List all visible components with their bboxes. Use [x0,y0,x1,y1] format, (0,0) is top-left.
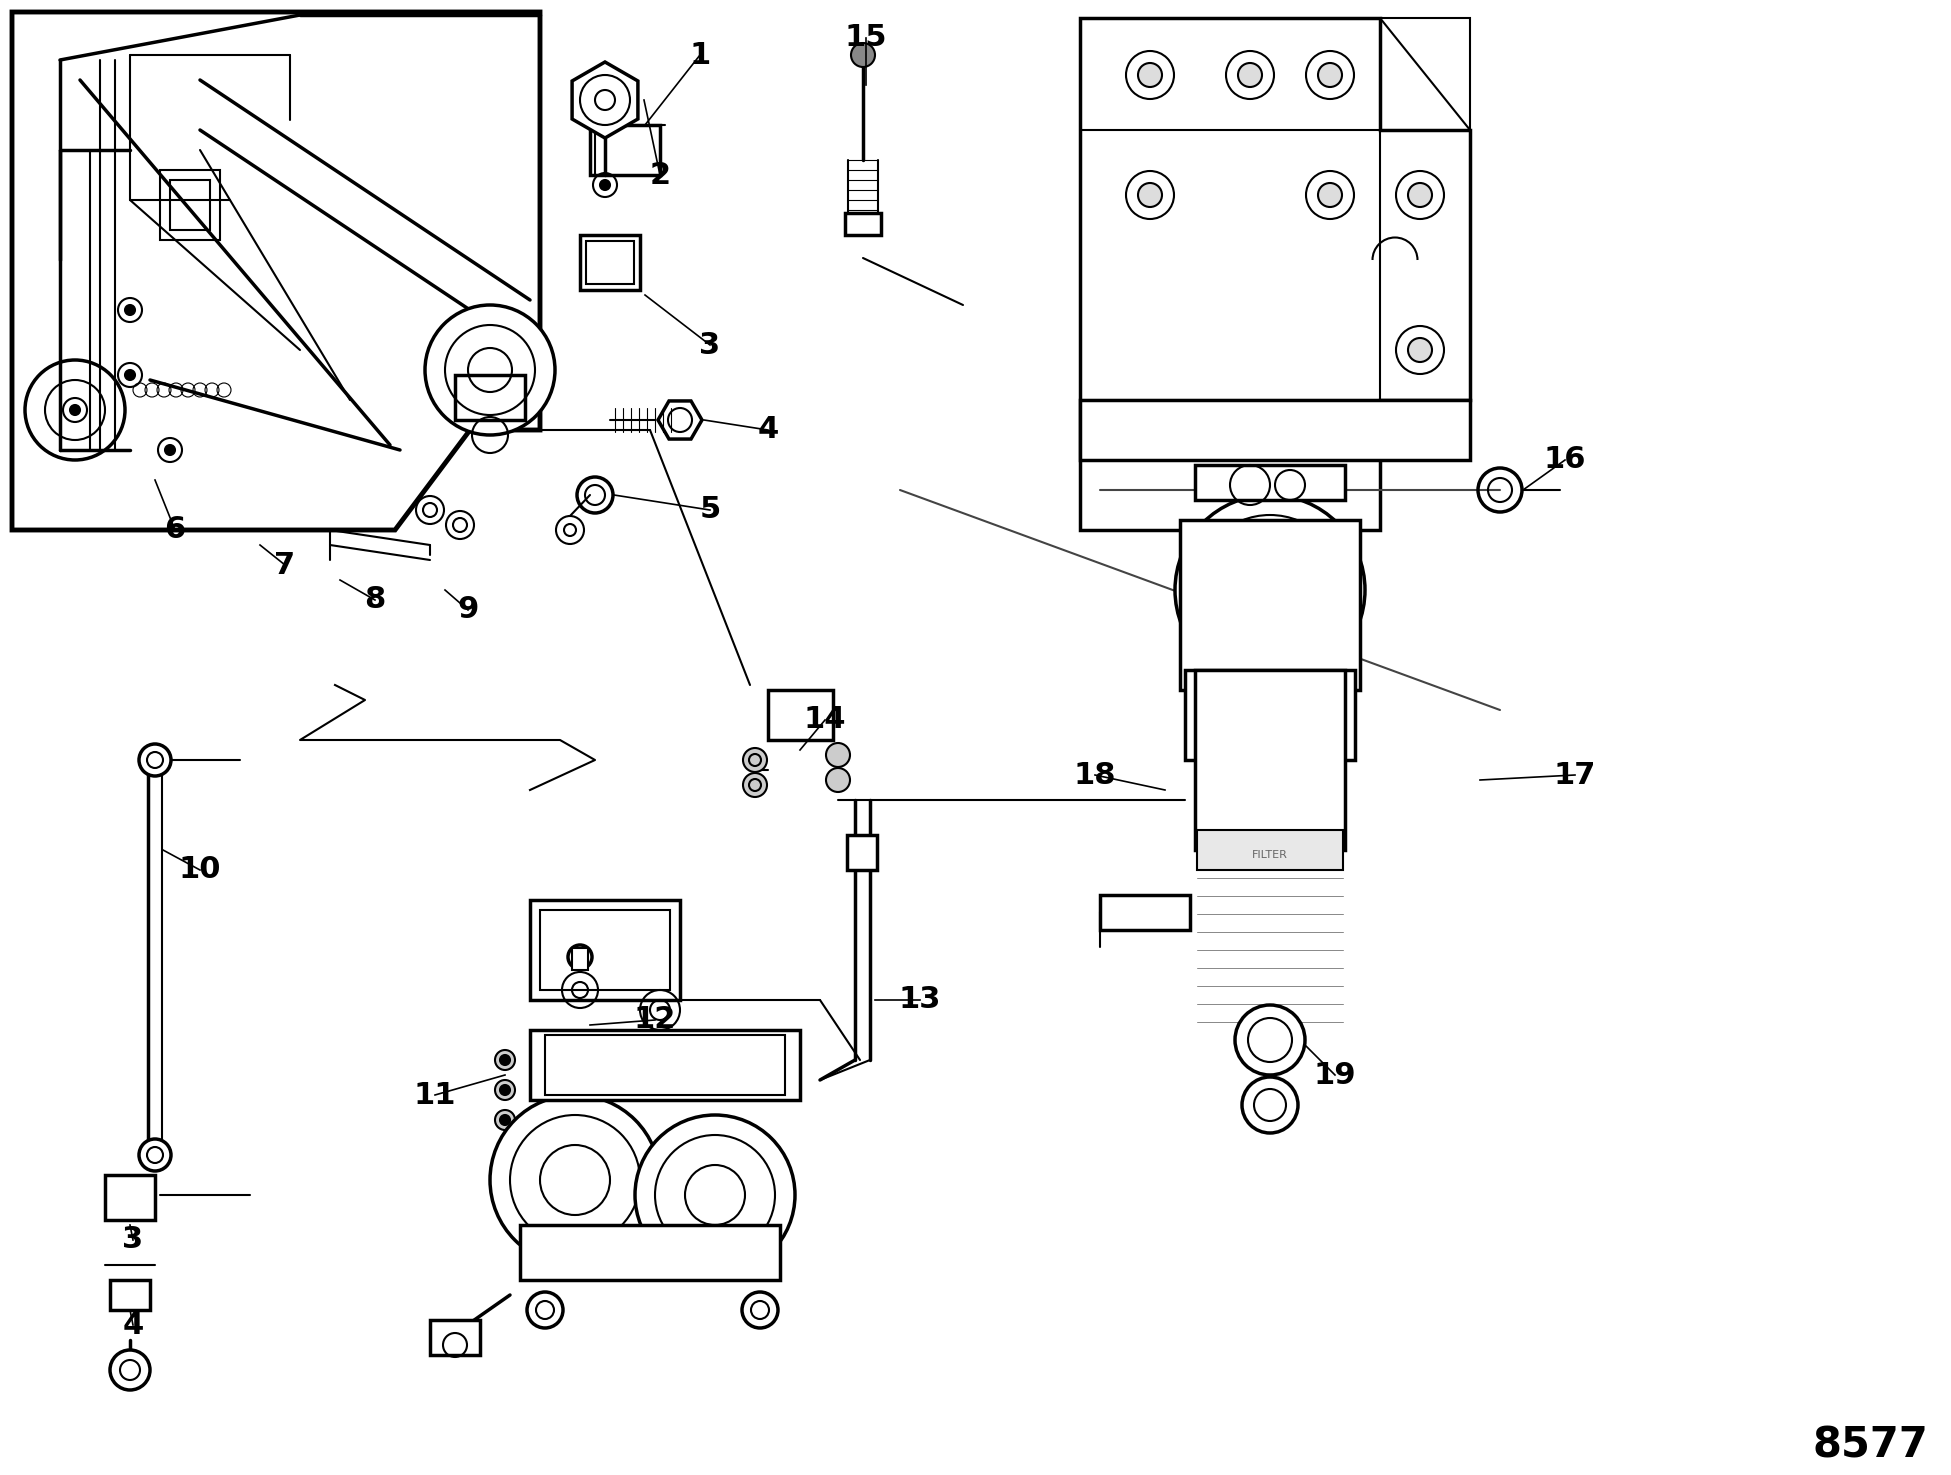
Text: 11: 11 [414,1081,457,1109]
Circle shape [601,180,611,190]
Circle shape [634,1115,794,1274]
Bar [170,180,211,230]
Text: 4: 4 [123,1310,144,1339]
Circle shape [139,743,172,776]
Circle shape [568,945,591,969]
Bar [1198,830,1342,870]
Bar [540,910,669,990]
Text: FILTER: FILTER [1253,850,1288,860]
Circle shape [166,445,176,454]
Circle shape [499,1086,509,1094]
Text: 3: 3 [123,1226,144,1255]
Circle shape [1239,63,1262,87]
Circle shape [125,305,135,316]
Bar [1196,465,1344,500]
Text: 1: 1 [689,40,710,69]
Bar [1184,670,1356,760]
Polygon shape [1081,400,1469,460]
Bar [544,1035,784,1094]
Circle shape [125,370,135,381]
Circle shape [851,43,874,66]
Bar [429,1320,480,1356]
Circle shape [527,1292,564,1328]
Circle shape [1235,1004,1305,1075]
Bar [847,835,878,870]
Bar [160,170,220,240]
Bar [585,240,634,285]
Polygon shape [572,62,638,139]
Text: 16: 16 [1543,445,1586,475]
Circle shape [1409,338,1432,361]
Bar [1180,521,1360,690]
Text: 17: 17 [1553,761,1596,789]
Circle shape [496,1111,515,1130]
Text: 8: 8 [365,586,386,615]
Circle shape [496,1050,515,1069]
Circle shape [496,1080,515,1100]
Circle shape [743,773,767,796]
Text: 5: 5 [698,496,720,525]
Bar [531,900,681,1000]
Bar [105,1176,154,1220]
Circle shape [1175,496,1366,684]
Polygon shape [12,12,540,530]
Bar [1196,670,1344,850]
Circle shape [741,1292,778,1328]
Circle shape [109,1350,150,1389]
Circle shape [1137,63,1163,87]
Bar [531,1030,800,1100]
Bar [521,1226,780,1280]
Text: 19: 19 [1313,1061,1356,1090]
Text: 14: 14 [804,705,847,735]
Bar [455,375,525,420]
Circle shape [1243,1077,1297,1133]
Bar [845,212,882,235]
Circle shape [70,406,80,414]
Bar [572,948,587,971]
Circle shape [1319,63,1342,87]
Text: 15: 15 [845,24,888,53]
Circle shape [743,748,767,771]
Circle shape [1409,183,1432,207]
Text: 18: 18 [1073,761,1116,789]
Circle shape [425,305,554,435]
Text: 6: 6 [164,515,185,544]
Text: 7: 7 [275,550,295,580]
Text: 4: 4 [757,416,778,444]
Text: 10: 10 [179,855,220,885]
Text: 8577: 8577 [1812,1423,1928,1466]
Circle shape [490,1094,659,1266]
Polygon shape [1081,18,1469,530]
Circle shape [825,743,851,767]
Bar [579,235,640,291]
Circle shape [139,1139,172,1171]
Bar [109,1280,150,1310]
Text: 2: 2 [650,161,671,189]
Text: 12: 12 [634,1006,677,1034]
Text: 13: 13 [899,985,940,1015]
Circle shape [825,768,851,792]
Circle shape [1137,183,1163,207]
Polygon shape [1379,18,1469,130]
Circle shape [499,1055,509,1065]
Bar [1100,895,1190,931]
Circle shape [1319,183,1342,207]
Bar [769,690,833,740]
Text: 3: 3 [700,330,720,360]
Bar [589,125,659,176]
Text: 9: 9 [457,596,478,624]
Circle shape [499,1115,509,1125]
